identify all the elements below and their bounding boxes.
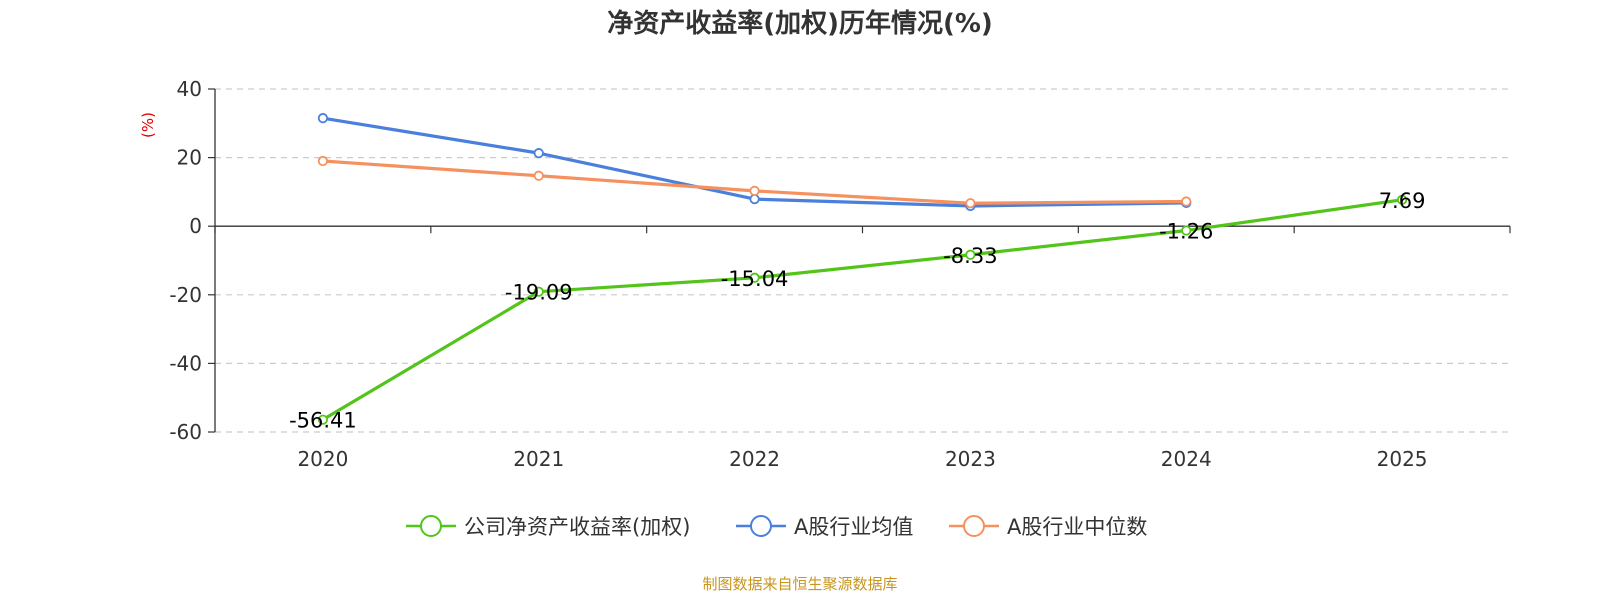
series-2-point [1181, 196, 1192, 207]
series-2-point [533, 170, 544, 181]
data-label: -1.26 [1159, 220, 1213, 244]
legend-label-0: 公司净资产收益率(加权) [464, 515, 690, 539]
legend-marker-1 [750, 515, 772, 537]
y-tick-label: -40 [169, 351, 202, 375]
data-label: -19.09 [505, 281, 573, 305]
series-0-point [317, 414, 329, 425]
y-tick-label: -20 [169, 283, 202, 307]
x-tick-label: 2023 [945, 447, 996, 471]
chart-title: 净资产收益率(加权)历年情况(%) [607, 8, 993, 39]
data-labels: -56.41 -19.09 -15.04 -8.33 -1.26 7.69 [289, 189, 1425, 433]
x-tick-label: 2020 [297, 447, 348, 471]
series-0-line [322, 198, 1403, 422]
series-2-point [965, 198, 976, 209]
x-tick-label: 2025 [1377, 447, 1428, 471]
y-tick-label: 40 [177, 77, 202, 101]
series-0-point [1181, 225, 1192, 236]
y-tick-label: -60 [169, 420, 202, 444]
x-tick-label: 2022 [729, 447, 780, 471]
y-tick-label: 0 [189, 214, 202, 238]
data-label: -56.41 [289, 409, 357, 433]
y-tick-label: 20 [177, 146, 202, 170]
series-0-point [533, 286, 544, 297]
x-tick-label: 2021 [513, 447, 564, 471]
x-tick-label: 2024 [1161, 447, 1212, 471]
legend-label-2: A股行业中位数 [1007, 515, 1147, 539]
series-lines [317, 113, 1408, 425]
data-source-note: 制图数据来自恒生聚源数据库 [702, 575, 897, 593]
y-axis-unit-label: (%) [139, 112, 157, 138]
series-2-point [317, 155, 329, 167]
legend[interactable]: 公司净资产收益率(加权) A股行业均值 A股行业中位数 [406, 515, 1147, 539]
axes: 40 20 0 -20 -40 -60 2020 2021 2022 2023 2024 2025 [169, 77, 1511, 471]
series-1-point [317, 113, 329, 124]
series-1-point [749, 194, 760, 205]
legend-marker-2 [963, 515, 985, 537]
data-label: -15.04 [721, 267, 789, 291]
legend-marker-0 [420, 515, 442, 537]
gridlines [215, 88, 1510, 433]
series-2-point [749, 185, 760, 196]
data-label: -8.33 [943, 244, 997, 268]
series-0-point [965, 249, 976, 260]
series-0-point [1396, 194, 1408, 205]
data-label: 7.69 [1379, 189, 1426, 213]
legend-label-1: A股行业均值 [794, 515, 913, 539]
series-1-point [533, 148, 544, 159]
series-0-point [749, 272, 760, 283]
